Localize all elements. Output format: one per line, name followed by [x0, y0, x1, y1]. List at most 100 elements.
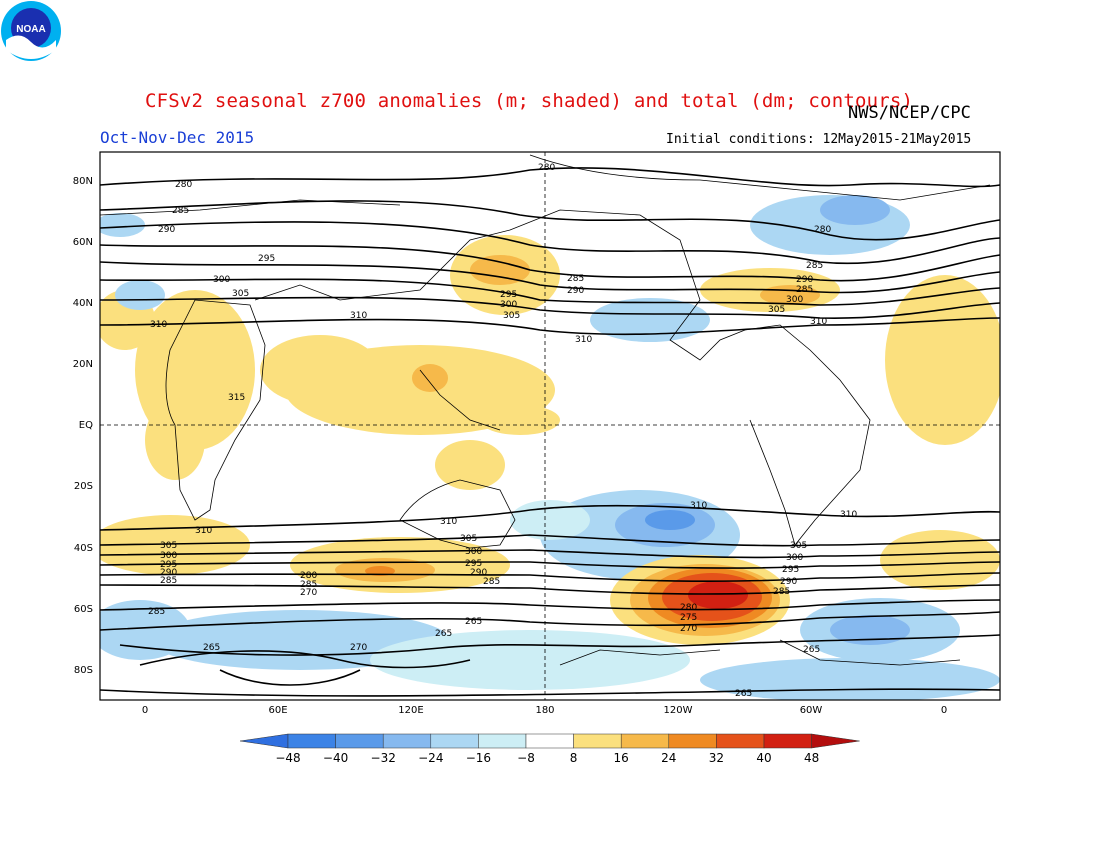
- lat-axis: 80N 60N 40N 20N EQ 20S 40S 60S 80S: [73, 176, 93, 676]
- colorbar-label: −16: [466, 751, 491, 765]
- contour-label: 305: [768, 305, 785, 315]
- contour-label: 300: [786, 295, 803, 305]
- colorbar-label: −8: [517, 751, 535, 765]
- contour-label: 300: [786, 553, 803, 563]
- contour-label: 280: [175, 180, 192, 190]
- contour-label: 300: [213, 275, 230, 285]
- contour-label: 285: [148, 607, 165, 617]
- lat-tick-label: 80S: [74, 665, 93, 676]
- contour-label: 285: [773, 587, 790, 597]
- contour-label: 290: [470, 568, 487, 578]
- contour-label: 285: [160, 576, 177, 586]
- lat-tick-label: 60S: [74, 604, 93, 615]
- contour-label: 265: [203, 643, 220, 653]
- contour-label: 290: [160, 568, 177, 578]
- lat-tick-label: 80N: [73, 176, 93, 187]
- contour-label: 280: [300, 571, 317, 581]
- map-frame: [99, 151, 1001, 701]
- colorbar-label: 24: [661, 751, 676, 765]
- contour-label: 265: [435, 629, 452, 639]
- colorbar-arrow-high: [811, 733, 860, 749]
- contour-label: 280: [538, 163, 555, 173]
- colorbar-swatch: [525, 733, 574, 749]
- contour-label: 290: [158, 225, 175, 235]
- lat-tick-label: 20S: [74, 481, 93, 492]
- contour-label: 310: [810, 317, 827, 327]
- agency-label: NWS/NCEP/CPC: [848, 103, 971, 123]
- contour-label: 295: [500, 290, 517, 300]
- colorbar-label: −40: [323, 751, 348, 765]
- colorbar-label: 8: [570, 751, 578, 765]
- contour-label: 310: [690, 501, 707, 511]
- contour-label: 295: [160, 560, 177, 570]
- contour-label: 310: [840, 510, 857, 520]
- contour-label: 270: [350, 643, 367, 653]
- contour-label: 305: [790, 541, 807, 551]
- contour-label: 305: [503, 311, 520, 321]
- lat-tick-label: 40N: [73, 298, 93, 309]
- contour-label: 280: [814, 225, 831, 235]
- colorbar-label: 40: [756, 751, 771, 765]
- colorbar-label: 32: [709, 751, 724, 765]
- contour-label: 285: [300, 580, 317, 590]
- lon-axis: 0 60E 120E 180 120W 60W 0: [142, 705, 947, 716]
- lon-tick-label: 180: [535, 705, 554, 716]
- contour-label: 310: [195, 526, 212, 536]
- contour-label: 310: [350, 311, 367, 321]
- contour-label: 305: [160, 541, 177, 551]
- initial-conditions-label: Initial conditions: 12May2015-21May2015: [666, 132, 972, 147]
- contour-label: 295: [465, 559, 482, 569]
- contour-label: 305: [460, 534, 477, 544]
- contour-label: 285: [796, 285, 813, 295]
- contour-label: 285: [806, 261, 823, 271]
- colorbar-swatch: [335, 733, 384, 749]
- colorbar-swatch: [620, 733, 670, 749]
- contour-label: 275: [680, 613, 697, 623]
- contour-label: 290: [796, 275, 813, 285]
- colorbar-swatch: [763, 733, 812, 749]
- colorbar-swatch: [668, 733, 717, 749]
- lon-tick-label: 120E: [398, 705, 423, 716]
- contour-label: 265: [735, 689, 752, 699]
- contour-label: 310: [575, 335, 592, 345]
- contour-label: 290: [567, 286, 584, 296]
- lat-tick-label: 40S: [74, 543, 93, 554]
- contour-label: 300: [465, 547, 482, 557]
- season-label: Oct-Nov-Dec 2015: [100, 128, 255, 147]
- anomaly-shading: [100, 195, 1000, 700]
- colorbar-label: 16: [614, 751, 629, 765]
- colorbar: −48 −40 −32 −24 −16 −8 8 16 24 32 40 48: [239, 733, 860, 765]
- contour-label: 285: [567, 274, 584, 284]
- lat-tick-label: 20N: [73, 359, 93, 370]
- contour-label: 265: [803, 645, 820, 655]
- contour-label: 295: [782, 565, 799, 575]
- colorbar-swatch: [382, 733, 432, 749]
- colorbar-swatch: [478, 733, 527, 749]
- colorbar-swatch: [573, 733, 622, 749]
- lon-tick-label: 60E: [268, 705, 287, 716]
- contour-label: 310: [150, 320, 167, 330]
- colorbar-swatch: [716, 733, 765, 749]
- contour-label: 315: [228, 393, 245, 403]
- noaa-logo: [0, 0, 62, 62]
- lat-tick-label: EQ: [79, 420, 93, 431]
- contour-label: 305: [232, 289, 249, 299]
- contour-label: 285: [172, 206, 189, 216]
- contour-label: 285: [483, 577, 500, 587]
- colorbar-label: 48: [804, 751, 819, 765]
- colorbar-arrow-low: [239, 733, 289, 749]
- chart-title: CFSv2 seasonal z700 anomalies (m; shaded…: [145, 90, 914, 112]
- colorbar-swatch: [287, 733, 336, 749]
- colorbar-swatch: [430, 733, 479, 749]
- contour-label: 300: [500, 300, 517, 310]
- contour-labels: 280 280 285 290 295 300 305 310 310 285 …: [148, 163, 857, 699]
- contour-label: 270: [680, 624, 697, 634]
- contour-label: 280: [680, 603, 697, 613]
- contour-label: 290: [780, 577, 797, 587]
- colorbar-label: −48: [275, 751, 300, 765]
- contour-label: 300: [160, 551, 177, 561]
- lon-tick-label: 0: [941, 705, 947, 716]
- contour-label: 310: [440, 517, 457, 527]
- lon-tick-label: 0: [142, 705, 148, 716]
